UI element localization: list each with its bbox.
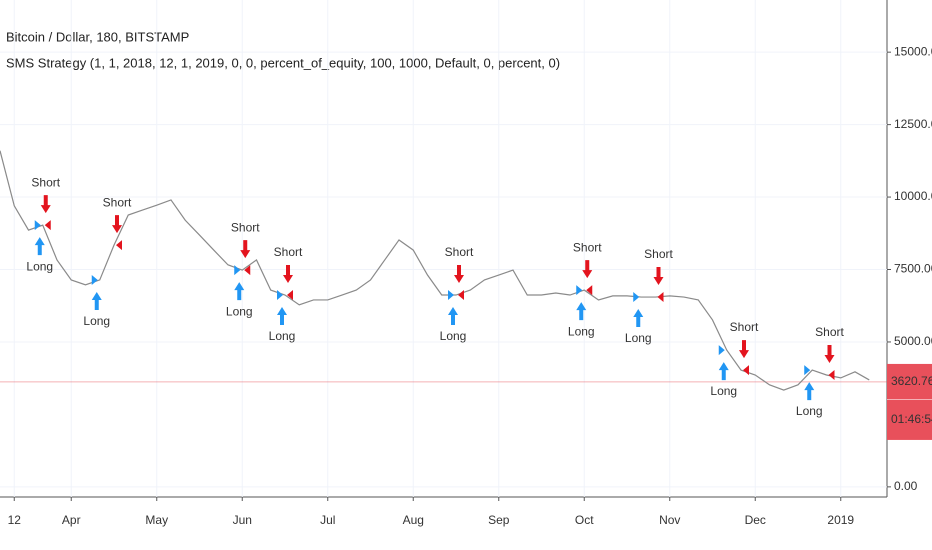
x-tick-label: Jul <box>320 513 335 527</box>
countdown-label: 01:46:54 <box>891 412 932 426</box>
long-arrow <box>718 362 729 381</box>
signal-label: Short <box>103 195 132 209</box>
x-tick-label: 12 <box>8 513 22 527</box>
x-tick-label: Sep <box>488 513 510 527</box>
long-marker <box>91 274 98 285</box>
signal-label: Short <box>573 240 602 254</box>
short-arrow <box>653 267 664 286</box>
short-marker <box>116 240 122 251</box>
short-marker <box>828 369 835 380</box>
short-marker <box>44 220 51 231</box>
x-tick-label: Dec <box>745 513 766 527</box>
short-marker <box>244 265 251 276</box>
signal-label: Short <box>274 245 303 259</box>
signal-label: Short <box>31 175 60 189</box>
long-arrow <box>576 302 587 321</box>
long-marker <box>633 292 640 303</box>
x-tick-label: Nov <box>659 513 680 527</box>
signal-label: Short <box>445 245 474 259</box>
price-line <box>0 150 870 391</box>
chart-title: Bitcoin / Dollar, 180, BITSTAMP <box>6 29 189 44</box>
short-marker <box>743 365 749 376</box>
short-arrow <box>824 344 835 363</box>
countdown-box <box>887 399 932 440</box>
long-marker <box>448 290 454 301</box>
signal-label: Long <box>83 314 110 328</box>
signal-label: Short <box>815 325 844 339</box>
short-marker <box>287 290 293 301</box>
short-arrow <box>40 195 51 214</box>
short-arrow <box>454 265 464 284</box>
chart-subtitle: SMS Strategy (1, 1, 2018, 12, 1, 2019, 0… <box>6 55 560 70</box>
short-marker <box>586 285 593 296</box>
y-tick-label: 5000.00 <box>894 334 932 348</box>
signal-label: Long <box>440 329 467 343</box>
long-marker <box>576 285 583 296</box>
short-arrow <box>112 215 122 234</box>
long-marker <box>277 290 283 301</box>
x-tick-label: May <box>145 513 168 527</box>
y-tick-label: 10000.00 <box>894 189 932 203</box>
signal-label: Long <box>269 329 296 343</box>
signal-label: Long <box>625 331 652 345</box>
signal-label: Long <box>796 404 823 418</box>
y-tick-label: 7500.00 <box>894 262 932 276</box>
long-arrow <box>277 307 287 326</box>
x-tick-label: Aug <box>403 513 424 527</box>
long-arrow <box>91 291 102 310</box>
short-marker <box>458 290 464 301</box>
y-tick-label: 12500.00 <box>894 117 932 131</box>
long-arrow <box>448 307 458 326</box>
x-tick-label: Oct <box>575 513 594 527</box>
y-tick-label: 15000.00 <box>894 44 932 58</box>
signal-label: Long <box>26 259 53 273</box>
short-arrow <box>582 260 593 279</box>
long-marker <box>804 365 811 376</box>
short-arrow <box>240 240 251 259</box>
signal-label: Long <box>568 324 595 338</box>
long-marker <box>34 220 41 231</box>
short-marker <box>657 292 664 303</box>
y-tick-label: 0.00 <box>894 479 918 493</box>
signal-label: Short <box>231 220 260 234</box>
long-arrow <box>804 382 815 401</box>
x-tick-label: Apr <box>62 513 81 527</box>
x-tick-label: 2019 <box>827 513 854 527</box>
long-marker <box>718 345 725 356</box>
long-arrow <box>234 282 245 301</box>
short-arrow <box>283 265 293 284</box>
short-arrow <box>739 340 749 359</box>
signal-label: Short <box>644 247 673 261</box>
signal-label: Long <box>710 384 737 398</box>
x-tick-label: Jun <box>233 513 252 527</box>
signal-label: Short <box>730 320 759 334</box>
long-marker <box>234 265 241 276</box>
signal-label: Long <box>226 304 253 318</box>
long-arrow <box>633 309 644 328</box>
long-arrow <box>34 237 45 256</box>
last-price-label: 3620.76 <box>891 374 932 388</box>
last-price-box <box>887 363 932 400</box>
